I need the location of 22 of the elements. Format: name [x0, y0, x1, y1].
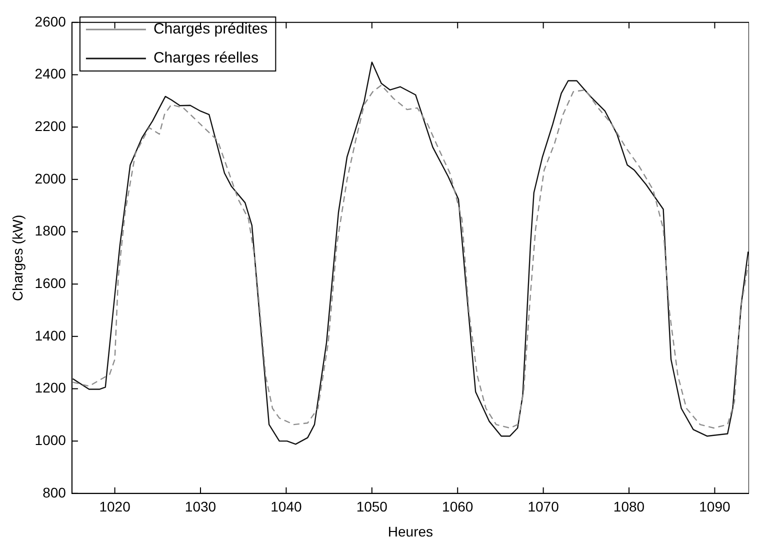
y-tick-label: 1200: [34, 380, 66, 396]
legend-label: Charges réelles: [153, 50, 259, 67]
y-tick-label: 800: [42, 484, 66, 500]
x-tick-label: 1030: [184, 498, 216, 515]
y-axis-title: Charges (kW): [9, 214, 26, 302]
y-tick-label: 1600: [34, 274, 66, 291]
x-tick-label: 1040: [270, 498, 302, 515]
y-tick-label: 1400: [34, 327, 66, 344]
legend-label: Charges prédites: [153, 20, 268, 38]
x-tick-label: 1090: [699, 498, 730, 515]
x-tick-label: 1050: [356, 498, 388, 515]
y-tick-label: 2600: [34, 13, 66, 30]
x-tick-label: 1020: [99, 498, 131, 515]
x-tick-label: 1060: [442, 498, 474, 515]
y-tick-label: 2400: [34, 66, 66, 82]
y-tick-label: 2200: [34, 118, 66, 134]
y-tick-label: 1800: [34, 222, 66, 239]
y-tick-label: 2000: [34, 170, 66, 186]
x-axis-title: Heures: [388, 523, 434, 540]
x-tick-label: 1070: [528, 498, 560, 515]
x-tick-label: 1080: [613, 498, 645, 515]
y-tick-label: 1000: [34, 432, 66, 448]
